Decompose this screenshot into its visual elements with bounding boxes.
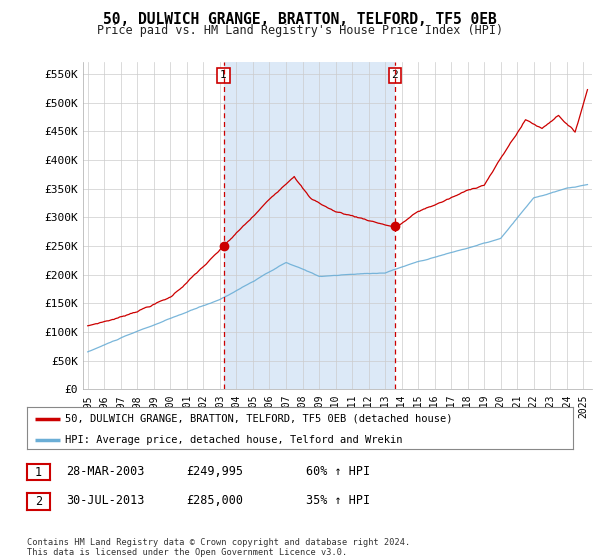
Text: Price paid vs. HM Land Registry's House Price Index (HPI): Price paid vs. HM Land Registry's House … — [97, 24, 503, 37]
Text: 60% ↑ HPI: 60% ↑ HPI — [306, 465, 370, 478]
Text: £249,995: £249,995 — [186, 465, 243, 478]
Text: 1: 1 — [35, 465, 42, 479]
Bar — [224, 62, 395, 389]
Text: 28-MAR-2003: 28-MAR-2003 — [66, 465, 145, 478]
Text: 2: 2 — [35, 494, 42, 508]
Text: 30-JUL-2013: 30-JUL-2013 — [66, 494, 145, 507]
Text: 2: 2 — [391, 71, 398, 80]
Text: Contains HM Land Registry data © Crown copyright and database right 2024.
This d: Contains HM Land Registry data © Crown c… — [27, 538, 410, 557]
Text: 50, DULWICH GRANGE, BRATTON, TELFORD, TF5 0EB: 50, DULWICH GRANGE, BRATTON, TELFORD, TF… — [103, 12, 497, 27]
Text: 35% ↑ HPI: 35% ↑ HPI — [306, 494, 370, 507]
Text: HPI: Average price, detached house, Telford and Wrekin: HPI: Average price, detached house, Telf… — [65, 435, 403, 445]
Text: £285,000: £285,000 — [186, 494, 243, 507]
Text: 1: 1 — [220, 71, 227, 80]
Text: 50, DULWICH GRANGE, BRATTON, TELFORD, TF5 0EB (detached house): 50, DULWICH GRANGE, BRATTON, TELFORD, TF… — [65, 414, 453, 424]
